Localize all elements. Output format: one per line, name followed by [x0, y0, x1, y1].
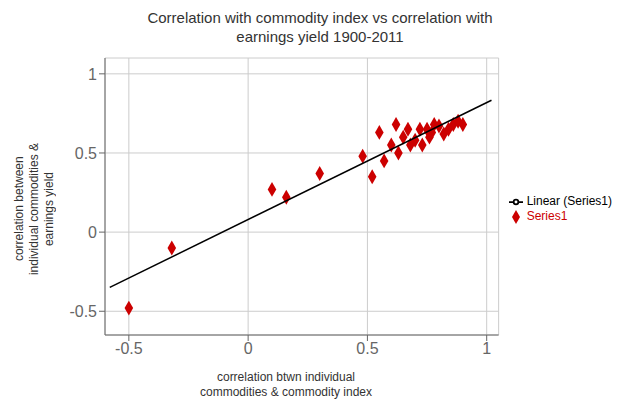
- html-text:Series1: Series1: [526, 209, 568, 223]
- svg-text:0: 0: [88, 224, 97, 241]
- svg-text:0.5: 0.5: [75, 145, 97, 162]
- html-text:Linear (Series1): Linear (Series1): [526, 194, 612, 209]
- svg-text:0: 0: [244, 340, 253, 357]
- svg-text:-0.5: -0.5: [115, 340, 143, 357]
- svg-text:0.5: 0.5: [356, 340, 378, 357]
- html-text:Correlation with commodity ind: Correlation with commodity index vs corr…: [147, 9, 493, 45]
- svg-text:1: 1: [482, 340, 491, 357]
- html-text:correlation btwn individual co: correlation btwn individual commodities …: [200, 370, 372, 399]
- html-text:correlation between individual: correlation between individual commoditi…: [11, 143, 56, 275]
- svg-text:-0.5: -0.5: [69, 303, 97, 320]
- svg-text:1: 1: [88, 66, 97, 83]
